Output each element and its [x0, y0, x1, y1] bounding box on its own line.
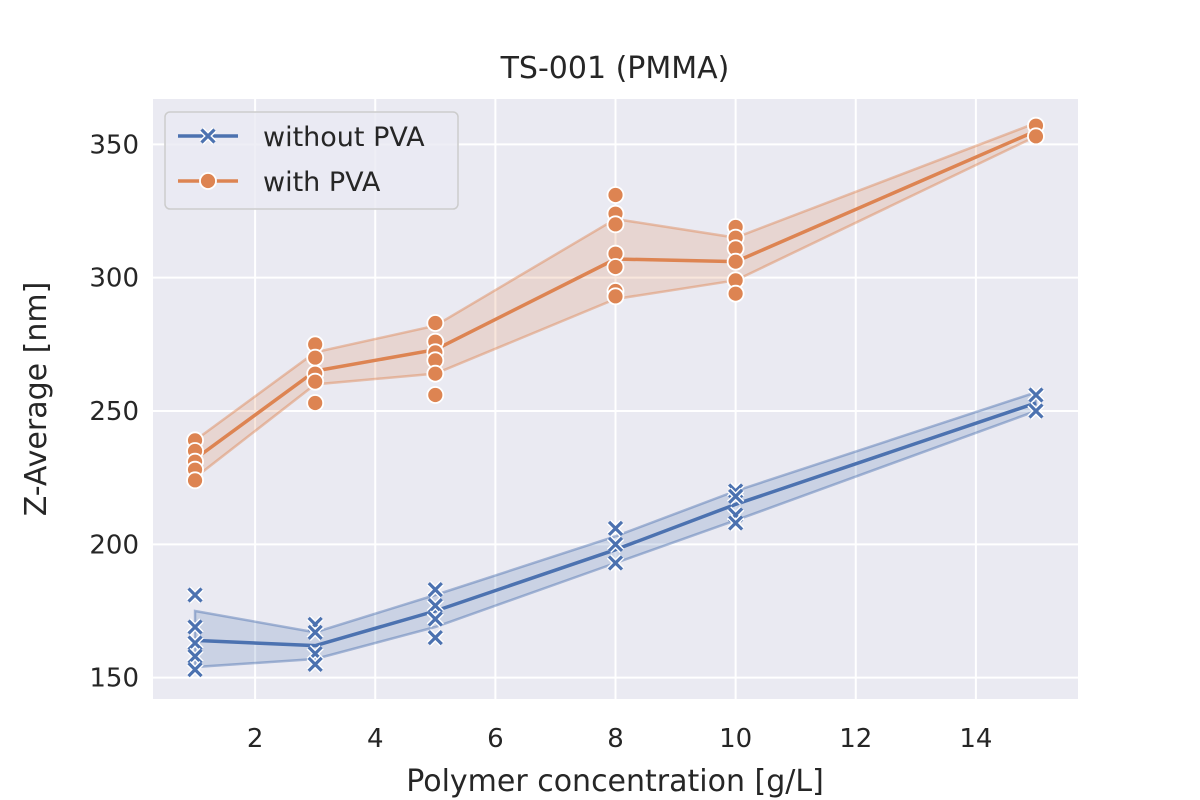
x-marker-stroke	[607, 555, 624, 571]
x-marker-stroke	[727, 515, 744, 531]
x-marker-stroke	[1028, 403, 1044, 419]
x-tick-label: 2	[247, 724, 264, 754]
data-point-with-pva	[306, 394, 325, 412]
x-marker-stroke	[187, 662, 203, 678]
data-point-without-pva	[727, 487, 745, 505]
x-marker-stroke	[187, 587, 203, 603]
data-point-with-pva	[606, 186, 625, 204]
x-tick-label: 12	[839, 724, 872, 754]
x-marker-stroke	[427, 630, 443, 646]
legend-marker-circle	[199, 172, 217, 190]
series-line-with-pva	[194, 129, 1037, 461]
data-point-with-pva	[606, 215, 625, 234]
x-marker-stroke	[427, 582, 443, 598]
legend-label-without-pva: without PVA	[263, 122, 425, 153]
data-point-without-pva	[306, 655, 324, 673]
data-point-with-pva	[1027, 127, 1045, 146]
data-point-without-pva	[186, 586, 204, 604]
legend-label-with-pva: with PVA	[263, 167, 381, 198]
data-points	[186, 116, 1045, 679]
data-point-with-pva	[306, 348, 325, 367]
legend-marker-with-pva	[199, 172, 217, 190]
x-marker-stroke	[607, 520, 624, 536]
data-point-with-pva	[306, 372, 325, 391]
legend: without PVA with PVA	[164, 111, 459, 210]
data-point-without-pva	[426, 597, 444, 615]
x-marker-stroke	[187, 635, 203, 651]
data-point-without-pva	[606, 554, 625, 572]
x-marker-stroke	[727, 488, 744, 504]
x-tick-label: 14	[959, 724, 992, 754]
y-tick-label: 200	[89, 530, 139, 560]
chart-title: TS-001 (PMMA)	[500, 51, 730, 86]
data-point-with-pva	[426, 364, 445, 383]
x-tick-label: 8	[607, 724, 624, 754]
y-tick-label: 250	[89, 397, 139, 427]
legend-entry-with-pva: with PVA	[178, 167, 381, 198]
series-lines	[194, 129, 1037, 648]
x-marker-stroke	[607, 536, 624, 552]
data-point-without-pva	[606, 519, 625, 537]
y-tick-label: 150	[89, 664, 139, 694]
data-point-without-pva	[306, 623, 324, 641]
data-point-without-pva	[186, 647, 204, 665]
data-point-without-pva	[727, 514, 745, 532]
data-point-with-pva	[726, 252, 745, 271]
legend-entry-without-pva: without PVA	[178, 122, 425, 153]
x-marker-stroke	[200, 128, 216, 144]
data-point-without-pva	[186, 661, 204, 679]
x-tick-label: 4	[367, 724, 384, 754]
legend-box	[164, 111, 459, 210]
data-point-with-pva	[426, 314, 445, 332]
data-point-without-pva	[426, 629, 444, 647]
x-marker-stroke	[307, 656, 323, 672]
series-line-without-pva	[194, 401, 1037, 648]
data-point-without-pva	[1027, 402, 1045, 420]
legend-marker-without-pva	[199, 127, 217, 145]
x-marker-stroke	[427, 598, 443, 614]
x-marker-stroke	[427, 611, 443, 627]
x-marker-stroke	[187, 619, 203, 635]
data-point-with-pva	[186, 471, 204, 490]
legend-marker-x	[199, 127, 217, 145]
data-point-with-pva	[606, 258, 625, 276]
data-point-without-pva	[426, 581, 444, 599]
data-point-without-pva	[1027, 386, 1045, 404]
data-point-without-pva	[606, 535, 625, 553]
x-tick-label: 10	[719, 724, 752, 754]
y-tick-label: 350	[89, 130, 139, 160]
tick-labels: 2 4 6 8 10 12 14 150 200 250 300 350	[89, 130, 992, 754]
x-axis-label: Polymer concentration [g/L]	[406, 764, 824, 799]
y-tick-label: 300	[89, 264, 139, 294]
data-point-with-pva	[426, 386, 445, 404]
grid-lines	[153, 99, 1078, 699]
data-point-with-pva	[606, 287, 625, 306]
data-point-without-pva	[426, 610, 444, 628]
x-marker-stroke	[307, 624, 323, 640]
x-marker-stroke	[187, 648, 203, 664]
y-axis-label: Z-Average [nm]	[19, 282, 54, 517]
x-tick-label: 6	[487, 724, 504, 754]
data-point-with-pva	[726, 284, 745, 303]
data-point-without-pva	[186, 634, 204, 652]
x-marker-stroke	[1028, 387, 1044, 403]
data-point-without-pva	[186, 618, 204, 636]
